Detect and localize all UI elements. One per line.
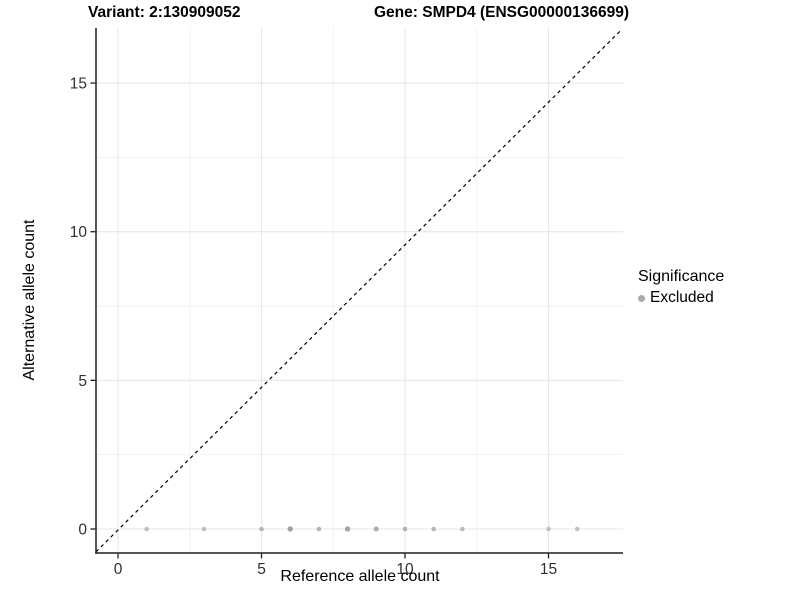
data-point (460, 526, 465, 532)
y-tick-label: 5 (78, 373, 87, 390)
data-point (431, 526, 437, 532)
legend-item-excluded: Excluded (638, 289, 724, 307)
identity-line (95, 29, 623, 553)
gene-title: Gene: SMPD4 (ENSG00000136699) (374, 4, 630, 21)
legend-title: Significance (638, 268, 725, 285)
x-tick-label: 5 (257, 561, 266, 578)
data-point (402, 526, 408, 532)
data-point (574, 526, 580, 532)
x-tick-label: 15 (540, 561, 557, 578)
legend-item-label: Excluded (650, 289, 714, 306)
data-point (287, 526, 293, 532)
x-axis-title: Reference allele count (280, 568, 440, 585)
y-axis-title: Alternative allele count (21, 219, 38, 381)
y-tick-label: 15 (70, 76, 87, 93)
excluded-point-icon (638, 294, 645, 302)
legend: Significance Excluded (638, 268, 724, 307)
y-tick-label: 10 (70, 224, 88, 241)
data-point (201, 526, 207, 532)
variant-title: Variant: 2:130909052 (88, 4, 241, 21)
x-tick-label: 10 (396, 561, 414, 578)
data-point (316, 526, 322, 532)
data-point (144, 526, 149, 532)
y-tick-label: 0 (78, 522, 87, 539)
x-tick-label: 0 (114, 561, 123, 578)
data-point (344, 526, 351, 532)
data-point (546, 526, 551, 532)
data-point (259, 526, 264, 532)
data-point (373, 526, 379, 532)
